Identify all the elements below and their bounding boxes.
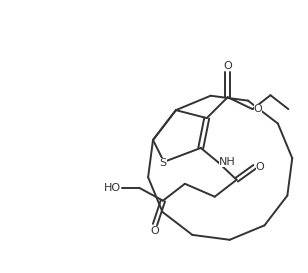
Text: S: S	[160, 158, 167, 168]
Text: HO: HO	[104, 183, 121, 193]
Text: O: O	[151, 225, 159, 236]
Text: O: O	[256, 162, 264, 172]
Text: O: O	[253, 104, 262, 114]
Text: NH: NH	[219, 157, 235, 167]
Text: O: O	[223, 61, 232, 71]
